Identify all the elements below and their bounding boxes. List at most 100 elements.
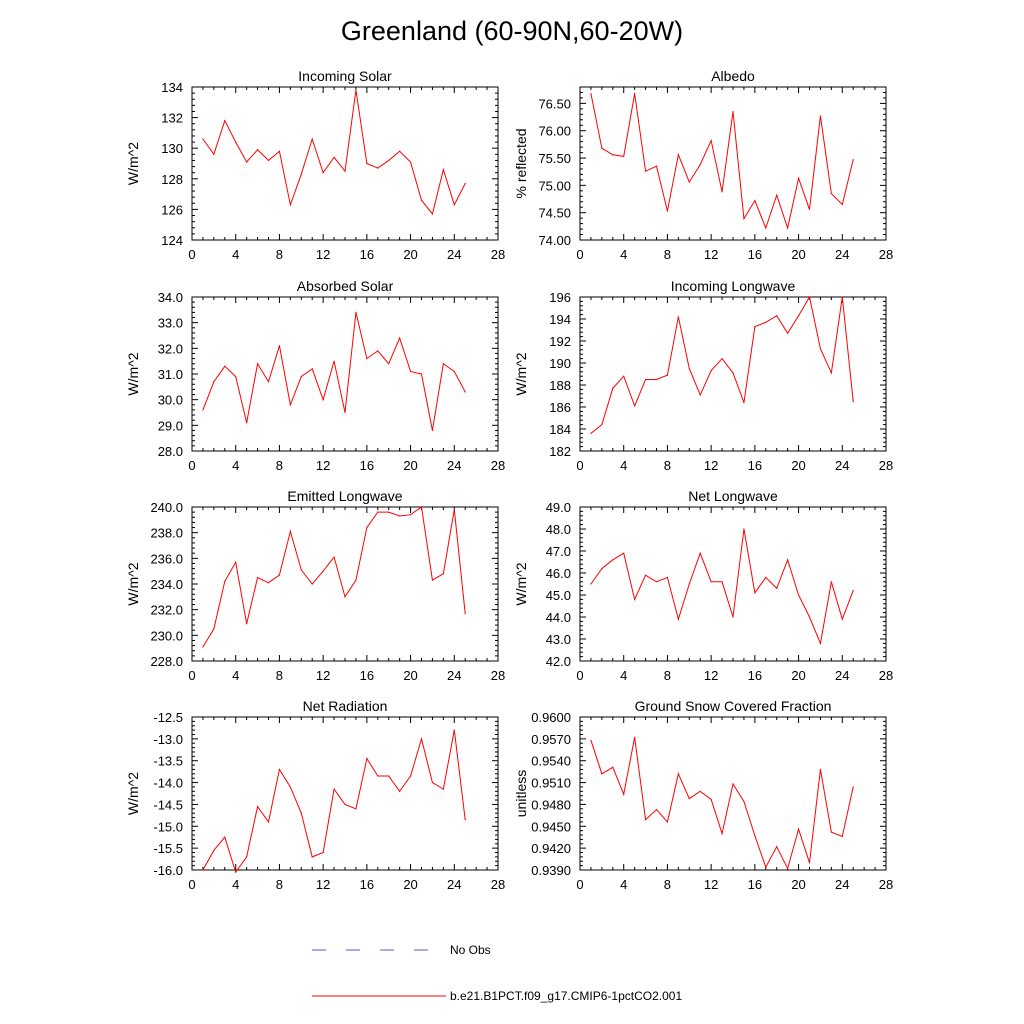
data-point <box>644 170 647 172</box>
y-tick-label: 132 <box>161 111 183 126</box>
data-point <box>366 526 368 529</box>
x-tick-label: 12 <box>704 458 718 473</box>
data-point <box>399 337 401 339</box>
data-point <box>644 574 647 576</box>
x-tick-label: 20 <box>403 668 417 683</box>
data-point <box>765 227 767 229</box>
data-point <box>710 581 712 583</box>
x-tick-label: 8 <box>664 877 671 892</box>
x-tick-label: 24 <box>447 877 461 892</box>
data-point <box>699 163 701 166</box>
y-tick-label: 32.0 <box>158 341 183 356</box>
x-tick-label: 8 <box>276 247 283 262</box>
data-point <box>830 372 832 374</box>
data-point <box>311 368 313 370</box>
y-tick-label: -13.0 <box>153 732 183 747</box>
plot-frame <box>579 506 887 662</box>
data-point <box>322 172 324 174</box>
y-tick-label: 76.50 <box>538 96 571 111</box>
data-point <box>224 365 226 367</box>
data-point <box>732 616 734 618</box>
x-tick-label: 8 <box>276 877 283 892</box>
x-tick-label: 28 <box>879 247 893 262</box>
data-point <box>819 348 822 350</box>
x-tick-label: 4 <box>232 458 239 473</box>
data-point <box>655 581 658 583</box>
y-tick-label: 0.9480 <box>531 797 571 812</box>
data-point <box>787 559 789 561</box>
y-tick-label: -13.5 <box>153 754 183 769</box>
panel-title: Net Longwave <box>688 488 778 504</box>
x-tick-label: 20 <box>403 247 417 262</box>
data-point <box>634 736 636 739</box>
data-point <box>623 375 625 377</box>
legend: No Obs b.e21.B1PCT.f09_g17.CMIP6-1pctCO2.… <box>312 943 682 1003</box>
y-tick-label: 236.0 <box>150 551 183 566</box>
data-point <box>623 552 625 554</box>
x-tick-label: 20 <box>791 247 805 262</box>
panel-2: Albedo % reflected 0 4 8 12 16 20 24 28 74.00 74.50… <box>513 68 893 262</box>
data-point <box>235 375 237 378</box>
data-point <box>289 204 291 206</box>
y-tick-label: -14.0 <box>153 776 183 791</box>
data-point <box>256 806 259 808</box>
x-tick-label: 16 <box>360 458 374 473</box>
data-point <box>634 598 636 601</box>
data-point <box>300 173 302 175</box>
data-point <box>732 783 734 785</box>
data-point <box>311 583 313 585</box>
x-tick-label: 20 <box>791 668 805 683</box>
y-tick-label: 28.0 <box>158 444 183 459</box>
data-point <box>202 138 204 140</box>
data-point <box>377 167 379 169</box>
data-point <box>808 296 811 298</box>
y-tick-label: 234.0 <box>150 577 183 592</box>
y-axis-label: W/m^2 <box>125 142 141 185</box>
y-tick-label: -15.5 <box>153 841 183 856</box>
panel-title: Emitted Longwave <box>287 488 402 504</box>
data-point <box>699 552 701 554</box>
data-point <box>278 345 281 347</box>
x-tick-label: 20 <box>791 458 805 473</box>
x-tick-label: 24 <box>835 458 849 473</box>
data-point <box>202 409 204 411</box>
data-point <box>776 846 778 848</box>
data-point <box>612 559 614 561</box>
data-point <box>453 729 455 731</box>
data-point <box>246 161 248 163</box>
data-point <box>278 768 281 771</box>
series-line <box>202 730 466 874</box>
data-point <box>344 411 346 414</box>
data-point <box>808 862 811 864</box>
y-axis-label: W/m^2 <box>125 352 141 395</box>
data-point <box>267 381 270 383</box>
data-point <box>590 583 592 585</box>
panel-title: Ground Snow Covered Fraction <box>635 698 832 714</box>
data-point <box>344 170 346 172</box>
series-line <box>590 93 854 230</box>
data-point <box>841 835 843 838</box>
y-tick-label: 45.0 <box>546 588 571 603</box>
x-tick-label: 12 <box>316 877 330 892</box>
data-point <box>797 315 800 317</box>
data-point <box>366 757 368 760</box>
data-point <box>644 819 647 821</box>
data-point <box>623 155 625 157</box>
x-tick-label: 8 <box>664 668 671 683</box>
series-line <box>202 506 466 648</box>
data-point <box>688 583 690 585</box>
x-tick-label: 12 <box>316 668 330 683</box>
y-tick-label: 47.0 <box>546 544 571 559</box>
panel-5: Emitted Longwave W/m^2 0 4 8 12 16 20 24 28 228.0 2… <box>125 488 505 683</box>
data-point <box>420 738 423 740</box>
data-point <box>289 530 291 532</box>
data-point <box>388 363 390 365</box>
panel-1: Incoming Solar W/m^2 0 4 8 12 16 20 24 28 124 126 12… <box>125 68 505 262</box>
data-point <box>420 506 423 508</box>
data-point <box>322 399 324 401</box>
x-tick-label: 8 <box>664 247 671 262</box>
y-tick-label: 0.9450 <box>531 819 571 834</box>
x-tick-label: 28 <box>879 877 893 892</box>
x-tick-label: 12 <box>704 668 718 683</box>
